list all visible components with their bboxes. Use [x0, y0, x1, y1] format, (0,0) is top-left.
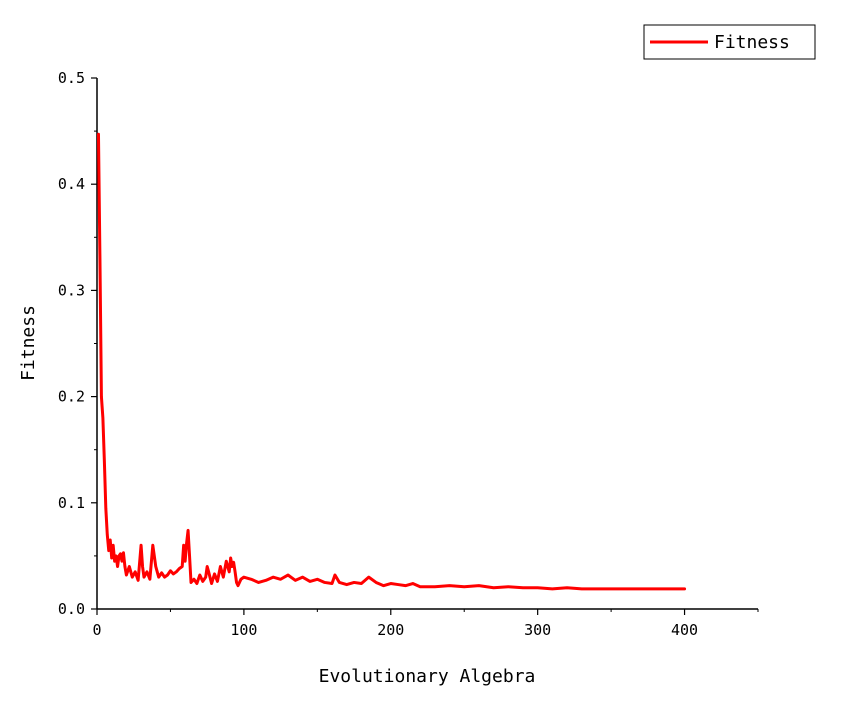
x-axis-title: Evolutionary Algebra [319, 666, 536, 687]
y-tick-label: 0.4 [58, 175, 85, 193]
legend-label-fitness: Fitness [714, 32, 790, 53]
y-tick-label: 0.2 [58, 388, 85, 406]
x-tick-label: 400 [671, 621, 698, 639]
legend: Fitness [643, 24, 816, 60]
y-axis-title: Fitness [18, 305, 39, 381]
y-tick-label: 0.5 [58, 69, 85, 87]
x-tick-label: 300 [524, 621, 551, 639]
x-tick-label: 100 [230, 621, 257, 639]
y-tick-label: 0.0 [58, 600, 85, 618]
series-layer [96, 132, 687, 591]
series-line-fitness [96, 132, 687, 591]
axes [96, 78, 758, 610]
y-tick-label: 0.3 [58, 281, 85, 299]
y-tick-label: 0.1 [58, 494, 85, 512]
ticks: 0 100 200 300 400 0.0 0.1 0.2 0.3 0.4 0.5 [58, 69, 759, 639]
x-tick-label: 200 [377, 621, 404, 639]
x-tick-label: 0 [92, 621, 101, 639]
